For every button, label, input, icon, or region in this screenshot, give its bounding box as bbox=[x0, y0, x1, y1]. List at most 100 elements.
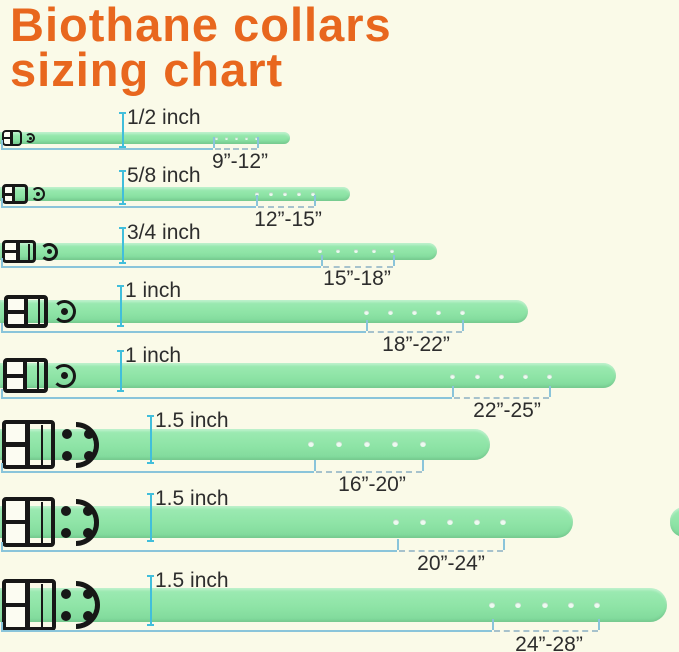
length-line-mid-tick bbox=[256, 195, 258, 206]
size-range-label: 15”-18” bbox=[323, 267, 391, 290]
collar-hole bbox=[420, 519, 426, 525]
collar-hole bbox=[364, 441, 370, 447]
width-measure-cap-bottom bbox=[147, 624, 154, 626]
collar-hole bbox=[459, 309, 465, 315]
length-line-mid-tick bbox=[213, 137, 215, 148]
collar-hole bbox=[244, 136, 248, 140]
length-line-solid bbox=[1, 471, 314, 473]
collar-width-label: 1 inch bbox=[125, 279, 182, 302]
buckle-ring-pin-dot bbox=[60, 308, 68, 315]
buckle-prong-bar bbox=[28, 243, 30, 260]
buckle-crossbar bbox=[5, 519, 25, 525]
length-line-left-tick bbox=[1, 258, 3, 266]
size-range-label: 22”-25” bbox=[473, 399, 541, 422]
width-measure-tick bbox=[120, 285, 122, 327]
collar-hole bbox=[498, 373, 504, 379]
collar-width-label: 3/4 inch bbox=[127, 221, 201, 244]
collar-hole bbox=[420, 441, 426, 447]
buckle-crossbar bbox=[6, 373, 23, 378]
length-line-left-tick bbox=[1, 198, 3, 206]
width-measure-cap-top bbox=[117, 350, 124, 352]
collar-hole bbox=[372, 249, 376, 253]
length-line-solid bbox=[1, 397, 452, 399]
collar-hole bbox=[214, 136, 218, 140]
collar-strap bbox=[0, 429, 490, 460]
length-line-end-tick bbox=[503, 539, 505, 550]
collar-width-label: 1 inch bbox=[125, 344, 182, 367]
collar-hole bbox=[515, 602, 521, 608]
size-range-label: 16”-20” bbox=[338, 473, 406, 496]
width-measure-tick bbox=[150, 493, 152, 542]
width-measure-cap-top bbox=[147, 575, 154, 577]
length-line-solid bbox=[1, 148, 213, 150]
collar-strap bbox=[0, 588, 667, 622]
collar-hole bbox=[387, 309, 393, 315]
collar-hole bbox=[354, 249, 358, 253]
buckle-divider-bar bbox=[25, 580, 30, 630]
length-line-solid bbox=[1, 630, 492, 632]
length-line-dashed bbox=[368, 331, 462, 333]
buckle-divider-bar bbox=[23, 359, 27, 392]
width-measure-cap-top bbox=[119, 170, 126, 172]
size-range-label: 24”-28” bbox=[515, 633, 583, 652]
length-line-dashed bbox=[454, 397, 549, 399]
collar-hole bbox=[542, 602, 548, 608]
partial-collar-strap bbox=[670, 507, 679, 537]
length-line-solid bbox=[1, 331, 366, 333]
length-line-left-tick bbox=[1, 542, 3, 550]
buckle-ring-pin-dot bbox=[28, 136, 32, 140]
length-line-end-tick bbox=[314, 195, 316, 206]
buckle-crossbar bbox=[4, 249, 16, 254]
collar-strap bbox=[0, 300, 528, 323]
collar-hole bbox=[546, 373, 552, 379]
collar-hole bbox=[411, 309, 417, 315]
length-line-mid-tick bbox=[492, 619, 494, 630]
buckle-prong-bar bbox=[41, 583, 44, 627]
buckle-crossbar bbox=[3, 136, 10, 140]
buckle-ring-pin-dot bbox=[46, 249, 52, 254]
length-line-solid bbox=[1, 550, 397, 552]
buckle-crossbar bbox=[7, 309, 24, 314]
length-line-left-tick bbox=[1, 389, 3, 397]
width-measure-tick bbox=[122, 112, 124, 148]
collar-hole bbox=[474, 519, 480, 525]
buckle-crossbar bbox=[5, 602, 25, 608]
buckle-ring-icon bbox=[52, 300, 76, 323]
collar-strap bbox=[0, 243, 437, 260]
buckle-prong-bar bbox=[37, 362, 40, 389]
buckle-rivet-dot bbox=[61, 589, 71, 599]
collar-hole bbox=[489, 602, 495, 608]
collar-hole bbox=[224, 136, 228, 140]
collar-hole bbox=[336, 249, 340, 253]
width-measure-cap-bottom bbox=[119, 203, 126, 205]
buckle-prong-bar bbox=[41, 501, 44, 543]
width-measure-cap-bottom bbox=[147, 540, 154, 542]
width-measure-cap-bottom bbox=[117, 390, 124, 392]
buckle-ring-icon bbox=[25, 133, 35, 143]
collar-width-label: 1/2 inch bbox=[127, 106, 201, 129]
page-title-line1: Biothane collars bbox=[10, 0, 392, 51]
buckle-rivet-dot bbox=[62, 450, 72, 461]
length-line-end-tick bbox=[549, 386, 551, 397]
buckle-ring-icon bbox=[31, 187, 45, 201]
collar-hole bbox=[390, 249, 394, 253]
size-range-label: 9”-12” bbox=[211, 150, 269, 173]
buckle-crossbar bbox=[4, 192, 12, 196]
collar-hole bbox=[500, 519, 506, 525]
length-line-left-tick bbox=[1, 622, 3, 630]
buckle-ring-pin-dot bbox=[60, 372, 68, 379]
length-line-dashed bbox=[258, 206, 314, 208]
collar-hole bbox=[234, 136, 238, 140]
collar-hole bbox=[311, 192, 315, 196]
length-line-mid-tick bbox=[452, 386, 454, 397]
buckle-prong-bar bbox=[38, 299, 41, 324]
collar-hole bbox=[363, 309, 369, 315]
collar-hole bbox=[392, 441, 398, 447]
length-line-end-tick bbox=[257, 137, 259, 148]
length-line-mid-tick bbox=[397, 539, 399, 550]
length-line-mid-tick bbox=[321, 255, 323, 266]
collar-hole bbox=[449, 373, 455, 379]
collar-width-label: 1.5 inch bbox=[155, 409, 229, 432]
buckle-divider-bar bbox=[10, 131, 13, 145]
